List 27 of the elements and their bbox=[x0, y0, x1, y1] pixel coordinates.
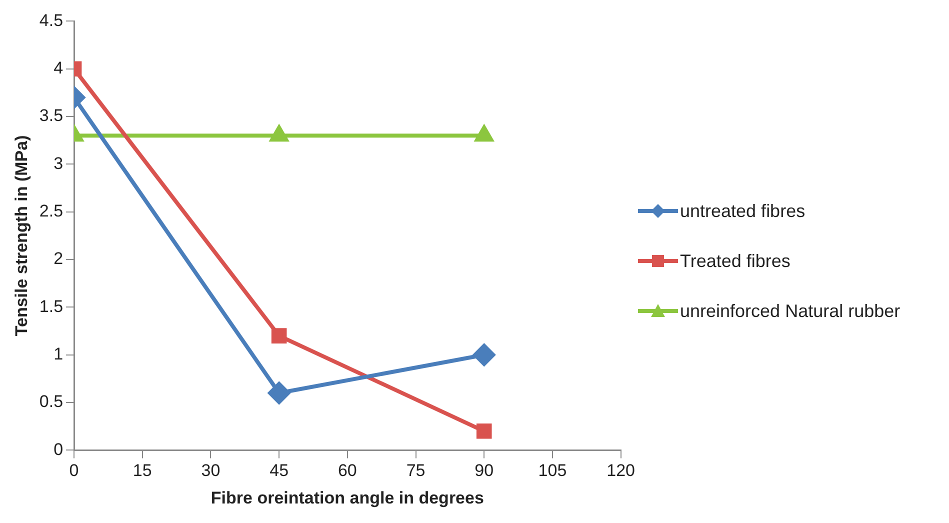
x-tick-label: 75 bbox=[406, 461, 426, 480]
point bbox=[475, 126, 494, 142]
y-tick-label: 4.5 bbox=[39, 10, 64, 30]
y-axis-title: Tensile strength in (MPa) bbox=[12, 135, 31, 336]
x-axis-title: Fibre oreintation angle in degrees bbox=[210, 488, 484, 508]
y-tick-label: 2 bbox=[54, 249, 64, 268]
x-tick-label: 30 bbox=[201, 461, 220, 480]
y-tick-label: 2.5 bbox=[39, 202, 64, 221]
y-tick-label: 3.5 bbox=[39, 106, 64, 126]
y-tick-label: 0.5 bbox=[39, 392, 64, 412]
y-tick-label: 1.5 bbox=[39, 296, 64, 316]
y-tick-label: 1 bbox=[54, 344, 64, 364]
x-tick-label: 45 bbox=[270, 461, 289, 480]
y-tick-label: 4 bbox=[54, 58, 64, 78]
y-tick-label: 3 bbox=[54, 154, 64, 173]
y-tick-label: 0 bbox=[54, 440, 64, 459]
point bbox=[473, 344, 496, 366]
legend-label: Treated fibres bbox=[680, 250, 790, 272]
x-tick-label: 120 bbox=[606, 461, 636, 480]
x-tick-label: 60 bbox=[338, 461, 357, 480]
legend-label: unreinforced Natural rubber bbox=[680, 300, 900, 322]
x-tick-label: 90 bbox=[474, 461, 494, 480]
x-tick-label: 15 bbox=[132, 461, 152, 480]
legend-label: untreated fibres bbox=[680, 200, 806, 222]
x-tick-label: 0 bbox=[69, 461, 79, 480]
x-tick-label: 105 bbox=[538, 461, 567, 480]
point bbox=[476, 423, 492, 439]
